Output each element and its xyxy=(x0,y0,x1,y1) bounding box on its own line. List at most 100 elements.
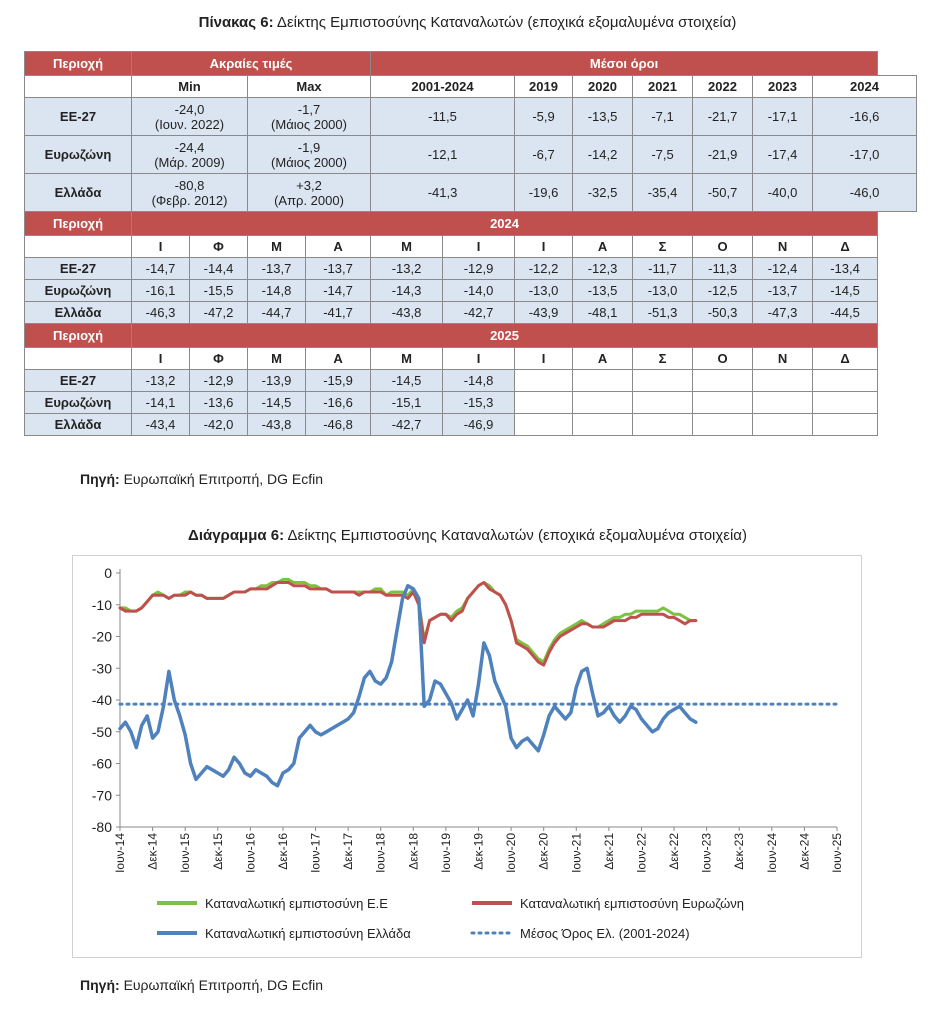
chart-title: Διάγραμμα 6: Δείκτης Εμπιστοσύνης Κατανα… xyxy=(0,527,935,544)
region-label: Ευρωζώνη xyxy=(24,135,132,174)
region-label: Ευρωζώνη xyxy=(24,391,132,414)
x-tick-label: Ιουν-16 xyxy=(243,833,257,873)
table-row: Ελλάδα -46,3 -47,2 -44,7 -41,7 -43,8 -42,7 -43,… xyxy=(24,301,917,324)
month-value: -15,3 xyxy=(442,391,516,414)
month-header: Ι xyxy=(442,235,516,258)
chart-source-label: Πηγή: xyxy=(80,977,120,993)
month-value: -11,3 xyxy=(692,257,754,280)
month-value xyxy=(752,369,814,392)
month-value xyxy=(692,413,754,436)
month-value: -13,5 xyxy=(572,279,634,302)
average-cell: -46,0 xyxy=(812,173,917,212)
table-title: Πίνακας 6: Δείκτης Εμπιστοσύνης Καταναλω… xyxy=(0,14,935,31)
average-cell: -17,4 xyxy=(752,135,814,174)
chart-source: Πηγή: Ευρωπαϊκή Επιτροπή, DG Ecfin xyxy=(80,977,323,993)
min-date: (Φεβρ. 2012) xyxy=(151,192,228,208)
month-header: Ι xyxy=(442,347,516,370)
month-value xyxy=(514,391,574,414)
y-tick-label: -50 xyxy=(92,724,112,740)
month-value: -14,7 xyxy=(131,257,190,280)
month-value: -41,7 xyxy=(304,301,372,324)
month-value xyxy=(572,391,634,414)
month-header: Ι xyxy=(514,347,574,370)
table-source-label: Πηγή: xyxy=(80,471,120,487)
y-tick-label: -70 xyxy=(92,787,112,803)
header-year: 2024 xyxy=(812,75,917,98)
month-value: -47,3 xyxy=(752,301,814,324)
month-value: -14,1 xyxy=(131,391,190,414)
y-tick-label: -30 xyxy=(92,660,112,676)
table-row: Περιοχή Ακραίες τιμές Μέσοι όροι xyxy=(24,51,917,76)
min-cell: -24,4 (Μάρ. 2009) xyxy=(131,135,248,174)
header-blank xyxy=(24,75,132,98)
header-region: Περιοχή xyxy=(24,323,132,348)
x-tick-label: Ιουν-14 xyxy=(113,833,127,873)
month-value: -13,6 xyxy=(189,391,248,414)
y-tick-label: 0 xyxy=(104,565,112,581)
x-tick-label: Δεκ-22 xyxy=(667,833,681,870)
month-value: -16,1 xyxy=(131,279,190,302)
average-cell: -40,0 xyxy=(752,173,814,212)
header-region: Περιοχή xyxy=(24,211,132,236)
month-value: -12,3 xyxy=(572,257,634,280)
month-value: -50,3 xyxy=(692,301,754,324)
month-value: -12,9 xyxy=(442,257,516,280)
table-row: Min Max 2001-2024 2019 2020 2021 2022 2023 2024 xyxy=(24,75,917,98)
month-value: -12,5 xyxy=(692,279,754,302)
header-year-block: 2025 xyxy=(130,323,879,348)
month-value xyxy=(812,369,879,392)
x-tick-label: Δεκ-14 xyxy=(146,833,160,870)
month-header: Σ xyxy=(632,235,694,258)
average-cell: -32,5 xyxy=(572,173,634,212)
month-header: Ι xyxy=(131,347,190,370)
month-value xyxy=(692,369,754,392)
header-year: 2019 xyxy=(514,75,574,98)
month-value: -47,2 xyxy=(189,301,248,324)
table-row: Περιοχή 2025 xyxy=(24,323,917,348)
average-cell: -16,6 xyxy=(812,97,917,136)
month-value: -13,4 xyxy=(812,257,879,280)
average-cell: -21,7 xyxy=(692,97,754,136)
x-tick-label: Ιουν-18 xyxy=(374,833,388,873)
x-tick-label: Ιουν-15 xyxy=(178,833,192,873)
average-cell: -14,2 xyxy=(572,135,634,174)
average-cell: -13,5 xyxy=(572,97,634,136)
legend-label: Καταναλωτική εμπιστοσύνη Ευρωζώνη xyxy=(520,896,744,911)
month-header: Α xyxy=(572,235,634,258)
legend-label: Καταναλωτική εμπιστοσύνη Ε.Ε xyxy=(205,896,388,911)
y-tick-label: -20 xyxy=(92,629,112,645)
table-row: ΕΕ-27 -24,0 (Ιουν. 2022) -1,7 (Μάιος 2000) -1… xyxy=(24,97,917,136)
table-row: Ευρωζώνη -24,4 (Μάρ. 2009) -1,9 (Μάιος 2000)… xyxy=(24,135,917,174)
max-cell: -1,9 (Μάιος 2000) xyxy=(246,135,372,174)
month-value: -46,9 xyxy=(442,413,516,436)
month-value: -11,7 xyxy=(632,257,694,280)
min-cell: -80,8 (Φεβρ. 2012) xyxy=(131,173,248,212)
month-value xyxy=(514,369,574,392)
month-header: Μ xyxy=(370,347,444,370)
month-value: -43,8 xyxy=(247,413,306,436)
table-row: Ευρωζώνη -16,1 -15,5 -14,8 -14,7 -14,3 -14,0 -1… xyxy=(24,279,917,302)
month-value: -15,5 xyxy=(189,279,248,302)
month-header: Μ xyxy=(247,347,306,370)
month-value: -13,7 xyxy=(247,257,306,280)
average-cell: -21,9 xyxy=(692,135,754,174)
header-year-block: 2024 xyxy=(130,211,879,236)
max-value: +3,2 xyxy=(296,177,322,193)
x-tick-label: Ιουν-24 xyxy=(765,833,779,873)
x-tick-label: Ιουν-20 xyxy=(504,833,518,873)
max-value: -1,7 xyxy=(297,101,321,117)
chart-source-text: Ευρωπαϊκή Επιτροπή, DG Ecfin xyxy=(123,977,324,993)
header-year: 2023 xyxy=(752,75,814,98)
month-value: -13,2 xyxy=(370,257,444,280)
month-header: Ν xyxy=(752,347,814,370)
month-value: -13,2 xyxy=(131,369,190,392)
average-cell: -17,1 xyxy=(752,97,814,136)
month-value: -16,6 xyxy=(304,391,372,414)
x-tick-label: Ιουν-19 xyxy=(439,833,453,873)
header-year: 2021 xyxy=(632,75,694,98)
max-cell: +3,2 (Απρ. 2000) xyxy=(246,173,372,212)
month-value: -43,8 xyxy=(370,301,444,324)
y-tick-label: -60 xyxy=(92,756,112,772)
average-cell: -41,3 xyxy=(370,173,516,212)
